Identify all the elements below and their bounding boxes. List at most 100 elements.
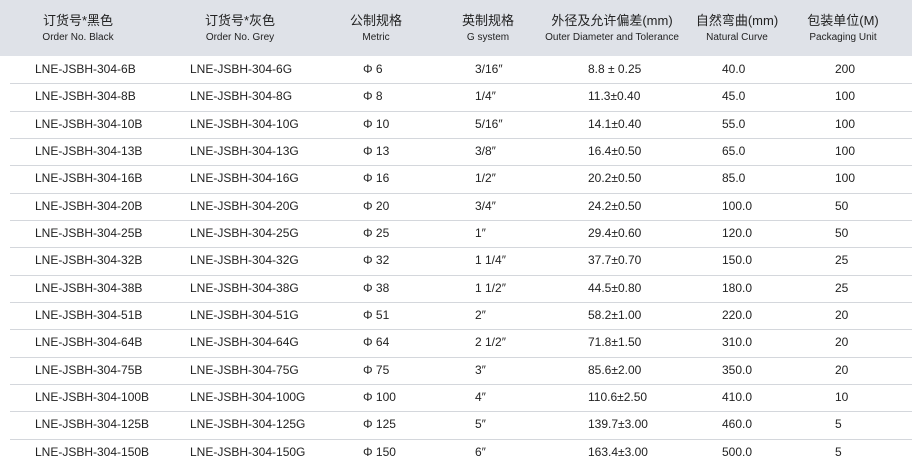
row-separator xyxy=(10,83,912,85)
header-zh: 英制规格 xyxy=(461,13,515,28)
table-cell: LNE-JSBH-304-38G xyxy=(190,280,299,295)
table-cell: 460.0 xyxy=(722,417,753,432)
table-cell: 5 xyxy=(835,417,842,432)
table-cell: 5 xyxy=(835,444,842,459)
table-cell: 71.8±1.50 xyxy=(588,335,642,350)
table-cell: 14.1±0.40 xyxy=(588,116,642,131)
table-cell: LNE-JSBH-304-25B xyxy=(35,225,143,240)
header-en: Order No. Black xyxy=(42,32,114,43)
header-zh: 外径及允许偏差(mm) xyxy=(551,13,673,28)
table-cell: 20 xyxy=(835,362,849,377)
table-cell: 20 xyxy=(835,335,849,350)
table-cell: 50 xyxy=(835,198,849,213)
table-cell: 5/16″ xyxy=(475,116,503,131)
table-cell: 5″ xyxy=(475,417,486,432)
header-en: G system xyxy=(466,32,510,43)
table-cell: 3/16″ xyxy=(475,62,503,76)
table-cell: Φ 25 xyxy=(363,225,390,240)
header-en: Metric xyxy=(362,32,390,43)
table-cell: LNE-JSBH-304-13G xyxy=(190,143,299,158)
row-separator xyxy=(10,301,912,303)
table-cell: LNE-JSBH-304-6G xyxy=(190,62,293,76)
table-cell: Φ 32 xyxy=(363,253,390,268)
table-cell: Φ 20 xyxy=(363,198,390,213)
table-cell: Φ 13 xyxy=(363,143,390,158)
table-cell: LNE-JSBH-304-32G xyxy=(190,253,299,268)
table-cell: 180.0 xyxy=(722,280,753,295)
row-separator xyxy=(10,110,912,112)
table-cell: 100 xyxy=(835,89,856,104)
table-cell: Φ 8 xyxy=(363,89,383,104)
table-cell: 10 xyxy=(835,389,849,404)
table-cell: 11.3±0.40 xyxy=(588,89,641,104)
table-cell: LNE-JSBH-304-25G xyxy=(190,225,299,240)
table-cell: LNE-JSBH-304-64G xyxy=(190,335,299,350)
table-cell: 500.0 xyxy=(722,444,753,459)
table-cell: 200 xyxy=(835,62,856,76)
table-cell: 29.4±0.60 xyxy=(588,225,642,240)
table-cell: LNE-JSBH-304-20B xyxy=(35,198,143,213)
table-cell: Φ 125 xyxy=(363,417,396,432)
table-cell: Φ 100 xyxy=(363,389,396,404)
header-zh: 订货号*黑色 xyxy=(42,13,114,28)
table-cell: LNE-JSBH-304-100G xyxy=(190,389,306,404)
table-cell: 20 xyxy=(835,307,849,322)
table-cell: 50 xyxy=(835,225,849,240)
table-cell: LNE-JSBH-304-8G xyxy=(190,89,293,104)
table-cell: Φ 150 xyxy=(363,444,396,459)
table-cell: 25 xyxy=(835,253,849,268)
table-cell: 1/4″ xyxy=(475,89,496,104)
table-cell: LNE-JSBH-304-13B xyxy=(35,143,143,158)
table-cell: 100 xyxy=(835,171,856,186)
table-cell: LNE-JSBH-304-38B xyxy=(35,280,143,295)
table-cell: 16.4±0.50 xyxy=(588,143,642,158)
table-cell: 150.0 xyxy=(722,253,753,268)
table-cell: 100 xyxy=(835,116,856,131)
table-cell: 65.0 xyxy=(722,143,746,158)
table-cell: 100.0 xyxy=(722,198,753,213)
table-cell: 100 xyxy=(835,143,856,158)
table-cell: 3/4″ xyxy=(475,198,496,213)
table-cell: LNE-JSBH-304-32B xyxy=(35,253,143,268)
header-zh: 公制规格 xyxy=(349,13,403,28)
table-cell: 58.2±1.00 xyxy=(588,307,642,322)
table-cell: 2″ xyxy=(475,307,486,322)
row-separator xyxy=(10,329,912,331)
header-en: Order No. Grey xyxy=(205,32,275,43)
header-en: Outer Diameter and Tolerance xyxy=(545,32,679,43)
table-cell: 163.4±3.00 xyxy=(588,444,648,459)
table-cell: LNE-JSBH-304-51G xyxy=(190,307,299,322)
table-cell: 1″ xyxy=(475,225,486,240)
table-cell: 85.6±2.00 xyxy=(588,362,642,377)
row-separator xyxy=(10,274,912,276)
header-en: Packaging Unit xyxy=(809,32,877,43)
table-cell: 20.2±0.50 xyxy=(588,171,642,186)
table-cell: LNE-JSBH-304-64B xyxy=(35,335,143,350)
row-separator xyxy=(10,438,912,440)
row-separator xyxy=(10,383,912,385)
table-cell: LNE-JSBH-304-8B xyxy=(35,89,136,104)
table-cell: 4″ xyxy=(475,389,486,404)
table-cell: 2 1/2″ xyxy=(475,335,506,350)
table-cell: LNE-JSBH-304-51B xyxy=(35,307,143,322)
row-separator xyxy=(10,411,912,413)
row-separator xyxy=(10,192,912,194)
table-cell: 1 1/2″ xyxy=(475,280,506,295)
table-cell: Φ 75 xyxy=(363,362,390,377)
table-cell: LNE-JSBH-304-150B xyxy=(35,444,150,459)
table-cell: 350.0 xyxy=(722,362,753,377)
header-zh: 订货号*灰色 xyxy=(204,13,276,28)
table-cell: 3″ xyxy=(475,362,486,377)
table-cell: 45.0 xyxy=(722,89,746,104)
table-cell: 44.5±0.80 xyxy=(588,280,642,295)
table-cell: 24.2±0.50 xyxy=(588,198,642,213)
row-separator xyxy=(10,219,912,221)
table-cell: 3/8″ xyxy=(475,143,496,158)
table-cell: 85.0 xyxy=(722,171,746,186)
table-cell: Φ 16 xyxy=(363,171,390,186)
table-cell: 220.0 xyxy=(722,307,753,322)
table-cell: 410.0 xyxy=(722,389,753,404)
table-cell: 1/2″ xyxy=(475,171,496,186)
table-cell: LNE-JSBH-304-6B xyxy=(35,62,136,76)
